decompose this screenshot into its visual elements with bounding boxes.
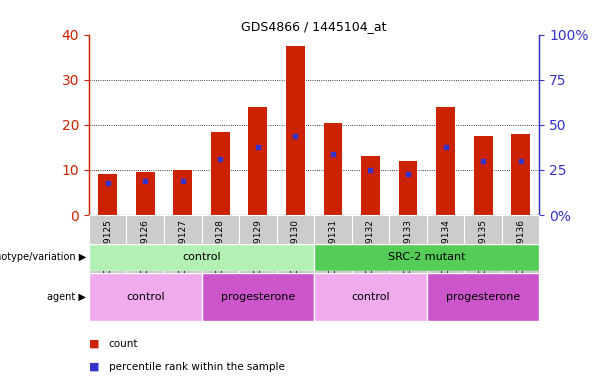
Bar xyxy=(436,107,455,215)
Text: GSM779135: GSM779135 xyxy=(479,219,487,274)
Bar xyxy=(502,215,539,292)
Text: control: control xyxy=(351,291,390,302)
Bar xyxy=(211,132,230,215)
Bar xyxy=(427,215,465,292)
Bar xyxy=(89,244,314,271)
Point xyxy=(365,167,375,173)
Text: ■: ■ xyxy=(89,339,99,349)
Bar xyxy=(389,215,427,292)
Text: GSM779130: GSM779130 xyxy=(291,219,300,274)
Text: GSM779136: GSM779136 xyxy=(516,219,525,274)
Bar xyxy=(276,215,314,292)
Point xyxy=(178,178,188,184)
Text: progesterone: progesterone xyxy=(446,291,520,302)
Point xyxy=(403,171,413,177)
Bar xyxy=(126,215,164,292)
Text: control: control xyxy=(126,291,164,302)
Bar xyxy=(314,244,539,271)
Bar xyxy=(173,170,192,215)
Bar xyxy=(352,215,389,292)
Point xyxy=(140,178,150,184)
Text: progesterone: progesterone xyxy=(221,291,295,302)
Bar xyxy=(314,273,427,321)
Text: GSM779127: GSM779127 xyxy=(178,219,187,274)
Bar xyxy=(164,215,202,292)
Text: agent ▶: agent ▶ xyxy=(47,291,86,302)
Title: GDS4866 / 1445104_at: GDS4866 / 1445104_at xyxy=(242,20,387,33)
Text: ■: ■ xyxy=(89,362,99,372)
Bar xyxy=(239,215,276,292)
Bar xyxy=(202,215,239,292)
Text: genotype/variation ▶: genotype/variation ▶ xyxy=(0,252,86,262)
Text: GSM779131: GSM779131 xyxy=(329,219,337,274)
Bar xyxy=(324,122,342,215)
Point xyxy=(328,151,338,157)
Text: GSM779134: GSM779134 xyxy=(441,219,450,274)
Text: count: count xyxy=(109,339,138,349)
Text: SRC-2 mutant: SRC-2 mutant xyxy=(388,252,465,262)
Bar xyxy=(98,174,117,215)
Text: GSM779133: GSM779133 xyxy=(403,219,413,274)
Bar xyxy=(314,215,352,292)
Bar xyxy=(286,46,305,215)
Bar xyxy=(511,134,530,215)
Point xyxy=(103,180,113,187)
Bar xyxy=(427,273,539,321)
Text: GSM779129: GSM779129 xyxy=(253,219,262,274)
Bar xyxy=(202,273,314,321)
Bar xyxy=(89,215,126,292)
Text: control: control xyxy=(182,252,221,262)
Bar xyxy=(361,156,380,215)
Bar xyxy=(136,172,154,215)
Text: GSM779128: GSM779128 xyxy=(216,219,225,274)
Bar xyxy=(474,136,492,215)
Point xyxy=(516,158,525,164)
Bar xyxy=(89,273,202,321)
Point xyxy=(291,133,300,139)
Text: GSM779126: GSM779126 xyxy=(141,219,150,274)
Text: GSM779125: GSM779125 xyxy=(103,219,112,274)
Bar xyxy=(398,161,417,215)
Bar xyxy=(465,215,502,292)
Bar xyxy=(248,107,267,215)
Point xyxy=(215,156,225,162)
Text: percentile rank within the sample: percentile rank within the sample xyxy=(109,362,284,372)
Point xyxy=(441,144,451,151)
Point xyxy=(253,144,263,151)
Point xyxy=(478,158,488,164)
Text: GSM779132: GSM779132 xyxy=(366,219,375,274)
